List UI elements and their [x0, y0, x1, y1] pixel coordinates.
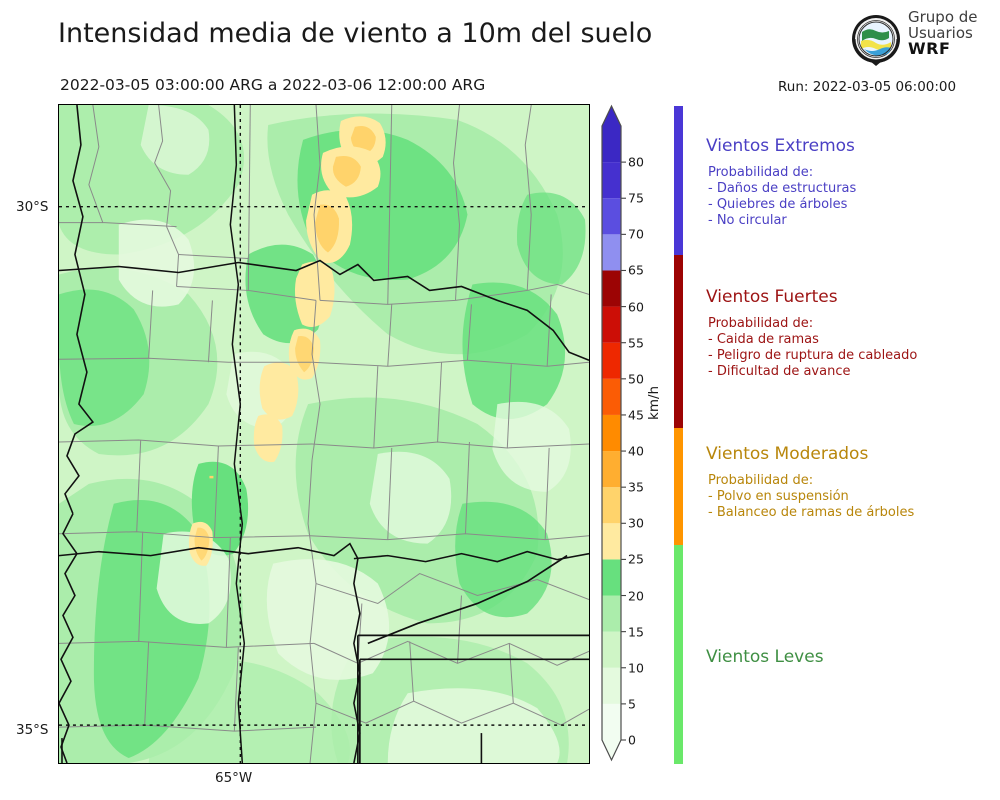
legend-line-fuertes-1: - Caida de ramas: [708, 332, 819, 348]
legend-line-moderados-1: - Polvo en suspensión: [708, 489, 849, 505]
legend-title-fuertes: Vientos Fuertes: [706, 287, 838, 307]
legend-line-moderados-0: Probabilidad de:: [708, 473, 814, 488]
colorbar-cell: [602, 595, 621, 632]
logo-line-2: Usuarios: [908, 23, 973, 42]
colorbar-tick-label: 15: [628, 624, 644, 640]
legend-lines-fuertes: Probabilidad de: - Caida de ramas - Peligr…: [706, 316, 996, 380]
category-segment-leves: [674, 544, 683, 764]
legend-title-extremos: Vientos Extremos: [706, 136, 855, 156]
colorbar-cell: [602, 162, 621, 199]
map-canvas: [59, 105, 589, 763]
globe-emblem-icon: [852, 15, 900, 66]
colorbar-cell: [602, 523, 621, 560]
legend-group-moderados: Vientos Moderados Probabilidad de: - Polv…: [706, 444, 996, 521]
wind-category-bar: [674, 106, 683, 764]
colorbar-cell: [602, 451, 621, 488]
colorbar-gradient: [601, 104, 626, 762]
legend-line-extremos-2: - Quiebres de árboles: [708, 197, 848, 213]
wind-speed-map[interactable]: [58, 104, 590, 764]
colorbar-cell: [602, 487, 621, 524]
colorbar-cell: [602, 414, 621, 452]
colorbar-tick-label: 20: [628, 588, 644, 604]
page-title: Intensidad media de viento a 10m del sue…: [58, 18, 653, 49]
axis-label-lon-65w: 65°W: [215, 770, 253, 786]
colorbar-cell: [602, 631, 621, 668]
legend-group-leves: Vientos Leves: [706, 647, 996, 676]
legend-line-fuertes-2: - Peligro de ruptura de cableado: [708, 348, 918, 364]
legend-group-extremos: Vientos Extremos Probabilidad de: - Daños…: [706, 136, 996, 229]
legend-line-fuertes-3: - Dificultad de avance: [708, 364, 851, 380]
colorbar-tick-label: 45: [628, 407, 644, 423]
colorbar-tick-label: 5: [628, 696, 636, 712]
colorbar-tick-label: 30: [628, 515, 644, 531]
forecast-period-label: 2022-03-05 03:00:00 ARG a 2022-03-06 12:…: [60, 76, 486, 94]
colorbar-tick-label: 70: [628, 226, 644, 242]
legend-line-extremos-0: Probabilidad de:: [708, 165, 814, 180]
logo-line-3: WRF: [908, 39, 951, 59]
legend-line-extremos-1: - Daños de estructuras: [708, 181, 857, 197]
model-run-label: Run: 2022-03-05 06:00:00: [778, 79, 957, 95]
colorbar-cell: [602, 667, 621, 704]
colorbar-tick-label: 80: [628, 154, 644, 170]
category-segment-extremos: [674, 106, 683, 255]
colorbar-cell: [602, 559, 621, 596]
legend-title-leves: Vientos Leves: [706, 647, 824, 667]
legend-line-extremos-3: - No circular: [708, 213, 787, 229]
colorbar-tick-label: 35: [628, 479, 644, 495]
colorbar-unit-label: km/h: [646, 385, 662, 420]
colorbar-tick-label: 0: [628, 732, 636, 748]
colorbar-cell: [602, 126, 621, 163]
logo-line-1: Grupo de: [908, 8, 978, 26]
colorbar-tick-label: 40: [628, 443, 644, 459]
colorbar-tick-label: 65: [628, 262, 644, 278]
colorbar-cell: [602, 198, 621, 235]
axis-label-lat-30s: 30°S: [16, 199, 49, 215]
colorbar-cell: [602, 234, 621, 271]
legend-group-fuertes: Vientos Fuertes Probabilidad de: - Caida …: [706, 287, 996, 380]
colorbar-tick-label: 25: [628, 551, 644, 567]
colorbar-tick-label: 60: [628, 299, 644, 315]
colorbar-cell: [602, 270, 621, 307]
colorbar-cell: [602, 378, 621, 415]
colorbar-tick-label: 55: [628, 335, 644, 351]
category-segment-moderados: [674, 427, 683, 545]
category-segment-fuertes: [674, 254, 683, 428]
legend-title-moderados: Vientos Moderados: [706, 444, 869, 464]
colorbar: 0 5 10 15 20 25 30 35 40 45 50 55 60 65 70 75 80: [600, 104, 644, 769]
colorbar-extend-bottom: [602, 740, 621, 760]
axis-label-lat-35s: 35°S: [16, 722, 49, 738]
colorbar-cell: [602, 703, 621, 740]
legend-lines-moderados: Probabilidad de: - Polvo en suspensión - B…: [706, 473, 996, 521]
brand-logo: Grupo de Usuarios WRF: [848, 8, 998, 70]
legend-line-fuertes-0: Probabilidad de:: [708, 316, 814, 331]
legend-line-moderados-2: - Balanceo de ramas de árboles: [708, 505, 915, 521]
colorbar-tick-label: 75: [628, 190, 644, 206]
colorbar-tick-label: 50: [628, 371, 644, 387]
colorbar-cell: [602, 306, 621, 343]
colorbar-extend-top: [602, 106, 621, 126]
colorbar-cell: [602, 342, 621, 379]
colorbar-tick-label: 10: [628, 660, 644, 676]
legend-lines-extremos: Probabilidad de: - Daños de estructuras - …: [706, 165, 996, 229]
